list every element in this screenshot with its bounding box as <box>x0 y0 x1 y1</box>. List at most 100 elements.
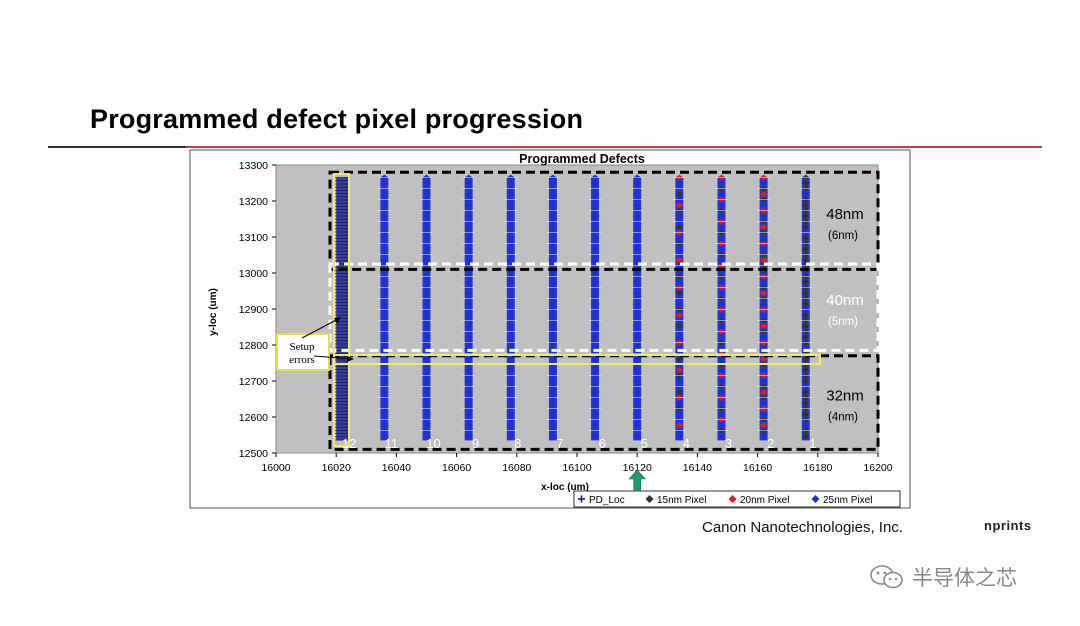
highlight-column-box <box>333 173 350 447</box>
pixel-marker <box>422 257 431 264</box>
pixel-marker <box>801 411 810 418</box>
pixel-marker <box>591 180 600 187</box>
pixel-marker <box>506 224 515 231</box>
pixel-marker <box>717 334 726 341</box>
pixel-marker <box>801 180 810 187</box>
y-tick-label: 13000 <box>239 268 268 280</box>
pixel-marker <box>506 191 515 198</box>
pixel-marker <box>717 246 726 253</box>
pixel-marker <box>380 224 389 231</box>
region-sublabel: (6nm) <box>828 230 858 242</box>
pixel-marker <box>548 356 557 363</box>
pixel-marker <box>506 202 515 209</box>
pixel-marker <box>591 411 600 418</box>
pixel-marker <box>422 367 431 374</box>
pixel-marker <box>591 433 600 440</box>
pixel-marker <box>675 246 684 253</box>
pixel-marker <box>548 400 557 407</box>
y-tick-label: 12800 <box>239 340 268 352</box>
pixel-marker <box>422 290 431 297</box>
pixel-marker <box>422 433 431 440</box>
pixel-marker <box>506 356 515 363</box>
setup-errors-label: Setup <box>289 341 315 353</box>
region-boxes: 48nm (6nm) 40nm (5nm) 32nm (4nm) <box>328 170 880 451</box>
pixel-marker <box>464 389 473 396</box>
y-axis-label: y-loc (um) <box>208 288 219 336</box>
pixel-marker <box>759 191 768 198</box>
data-column <box>335 177 350 441</box>
pixel-marker <box>717 411 726 418</box>
pixel-marker <box>506 389 515 396</box>
position-marker <box>628 469 646 491</box>
pixel-marker <box>548 378 557 385</box>
pixel-marker <box>633 279 642 286</box>
y-tick-label: 12600 <box>239 412 268 424</box>
pixel-marker <box>759 301 768 308</box>
legend-box <box>573 490 901 508</box>
pixel-marker <box>759 235 768 242</box>
pixel-marker <box>464 246 473 253</box>
data-column <box>504 174 517 441</box>
pixel-marker <box>591 367 600 374</box>
legend-label: 20nm Pixel <box>740 495 789 506</box>
pixel-marker <box>548 191 557 198</box>
legend-marker <box>728 495 737 503</box>
company-name: Canon Nanotechnologies, Inc. <box>702 519 903 536</box>
pixel-marker <box>801 279 810 286</box>
pixel-marker <box>422 356 431 363</box>
pixel-marker <box>380 180 389 187</box>
data-column <box>546 174 559 441</box>
column-number: 11 <box>385 436 399 451</box>
pixel-marker <box>422 389 431 396</box>
pixel-marker <box>506 334 515 341</box>
data-column <box>631 174 644 441</box>
pixel-marker <box>717 213 726 220</box>
pixel-marker <box>717 378 726 385</box>
legend-marker <box>811 495 820 503</box>
x-axis-label: x-loc (um) <box>541 482 589 493</box>
pixel-marker <box>422 323 431 330</box>
pixel-marker <box>759 246 768 253</box>
watermark-text: 半导体之芯 <box>912 566 1017 590</box>
pixel-marker <box>464 334 473 341</box>
pixel-marker <box>464 433 473 440</box>
pixel-marker <box>380 323 389 330</box>
pixel-marker <box>506 257 515 264</box>
plot-area <box>275 164 879 454</box>
pixel-marker <box>422 246 431 253</box>
pixel-marker <box>675 257 684 264</box>
pixel-marker <box>675 356 684 363</box>
pixel-marker <box>506 312 515 319</box>
pixel-marker <box>675 433 684 440</box>
pixel-marker <box>675 279 684 286</box>
x-tick-label: 16000 <box>261 462 290 474</box>
pixel-marker <box>422 301 431 308</box>
y-tick-label: 13200 <box>239 196 268 208</box>
pixel-marker <box>548 290 557 297</box>
pixel-marker <box>675 389 684 396</box>
pixel-marker <box>717 356 726 363</box>
region-sublabel: (4nm) <box>828 412 858 424</box>
pixel-marker <box>506 279 515 286</box>
column-number: 8 <box>514 436 521 451</box>
callout-arrow <box>313 355 353 360</box>
pixel-marker <box>380 411 389 418</box>
pixel-marker <box>506 213 515 220</box>
pixel-marker <box>591 389 600 396</box>
pixel-marker <box>675 301 684 308</box>
pixel-marker <box>717 235 726 242</box>
pixel-marker <box>801 334 810 341</box>
pixel-marker <box>464 323 473 330</box>
pixel-marker <box>422 400 431 407</box>
pixel-marker <box>591 202 600 209</box>
pixel-marker <box>380 389 389 396</box>
pixel-marker <box>717 279 726 286</box>
pixel-marker <box>717 290 726 297</box>
pixel-marker <box>801 312 810 319</box>
x-tick-label: 16200 <box>863 462 892 474</box>
column-number: 4 <box>683 436 690 451</box>
x-tick-label: 16020 <box>322 462 351 474</box>
data-column <box>673 174 686 441</box>
pixel-marker <box>506 345 515 352</box>
pixel-marker <box>759 257 768 264</box>
